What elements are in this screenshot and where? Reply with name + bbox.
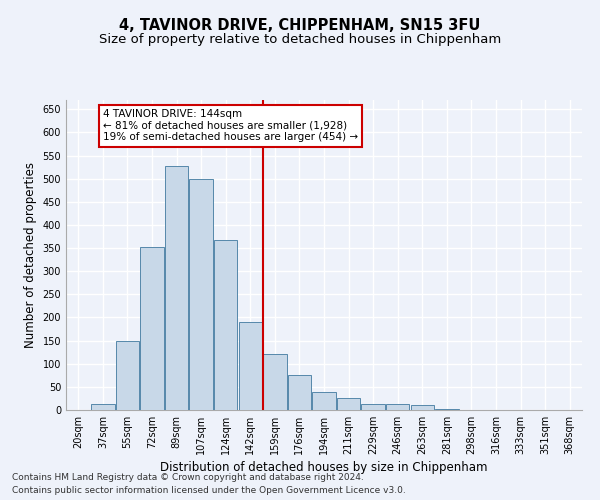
- Text: Contains HM Land Registry data © Crown copyright and database right 2024.: Contains HM Land Registry data © Crown c…: [12, 472, 364, 482]
- Bar: [214, 240, 238, 410]
- Bar: [116, 340, 139, 410]
- Bar: [165, 166, 188, 410]
- Text: Contains public sector information licensed under the Open Government Licence v3: Contains public sector information licen…: [12, 486, 406, 495]
- Bar: [91, 404, 115, 410]
- Bar: [239, 322, 262, 410]
- Bar: [288, 376, 311, 410]
- Bar: [435, 409, 458, 410]
- Text: Size of property relative to detached houses in Chippenham: Size of property relative to detached ho…: [99, 32, 501, 46]
- Bar: [313, 392, 335, 410]
- Bar: [337, 398, 360, 410]
- Bar: [361, 404, 385, 410]
- Bar: [386, 404, 409, 410]
- Bar: [190, 178, 213, 410]
- Bar: [263, 354, 287, 410]
- Bar: [140, 246, 164, 410]
- X-axis label: Distribution of detached houses by size in Chippenham: Distribution of detached houses by size …: [160, 461, 488, 474]
- Y-axis label: Number of detached properties: Number of detached properties: [24, 162, 37, 348]
- Bar: [410, 406, 434, 410]
- Text: 4 TAVINOR DRIVE: 144sqm
← 81% of detached houses are smaller (1,928)
19% of semi: 4 TAVINOR DRIVE: 144sqm ← 81% of detache…: [103, 110, 358, 142]
- Text: 4, TAVINOR DRIVE, CHIPPENHAM, SN15 3FU: 4, TAVINOR DRIVE, CHIPPENHAM, SN15 3FU: [119, 18, 481, 32]
